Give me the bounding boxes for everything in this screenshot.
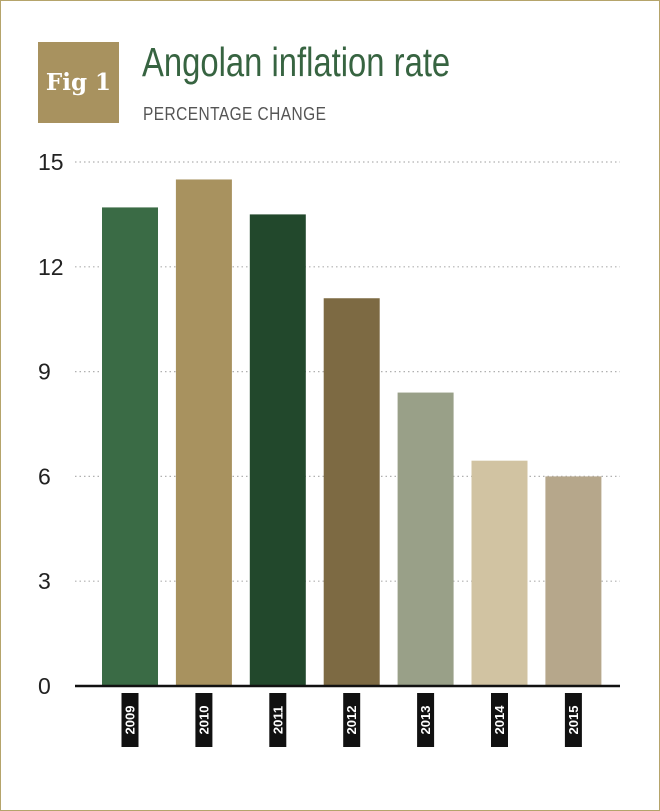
y-tick-label-6: 6 [38, 463, 51, 489]
y-tick-label-15: 15 [38, 149, 64, 175]
figure-badge: Fig 1 [38, 42, 119, 123]
x-tick-label-2009: 2009 [123, 706, 138, 735]
chart-subtitle: PERCENTAGE CHANGE [143, 104, 327, 124]
x-tick-tag-2010 [195, 693, 213, 747]
x-tick-tag-2013 [417, 693, 435, 747]
x-tick-tag-2009 [121, 693, 139, 747]
y-tick-label-0: 0 [38, 673, 51, 699]
x-tick-label-2012: 2012 [344, 706, 359, 735]
bar-2014 [471, 460, 528, 686]
chart-title: Angolan inflation rate [142, 39, 451, 85]
x-tick-label-2013: 2013 [418, 706, 433, 735]
y-tick-label-3: 3 [38, 568, 51, 594]
bar-2015 [545, 476, 602, 686]
x-tick-tag-2015 [564, 693, 582, 747]
x-tick-tag-2011 [269, 693, 287, 747]
bar-2012 [323, 298, 380, 686]
bar-2011 [249, 214, 306, 686]
bar-2013 [397, 392, 454, 686]
x-tick-tag-2014 [491, 693, 508, 747]
bar-2009 [102, 207, 158, 686]
y-tick-label-12: 12 [38, 254, 64, 280]
y-tick-label-9: 9 [38, 359, 51, 385]
x-tick-label-2011: 2011 [270, 706, 285, 734]
x-tick-tag-2012 [343, 693, 361, 747]
x-tick-label-2010: 2010 [196, 706, 211, 735]
x-tick-label-2014: 2014 [492, 705, 507, 735]
bar-2010 [175, 179, 232, 686]
x-tick-label-2015: 2015 [566, 706, 581, 735]
